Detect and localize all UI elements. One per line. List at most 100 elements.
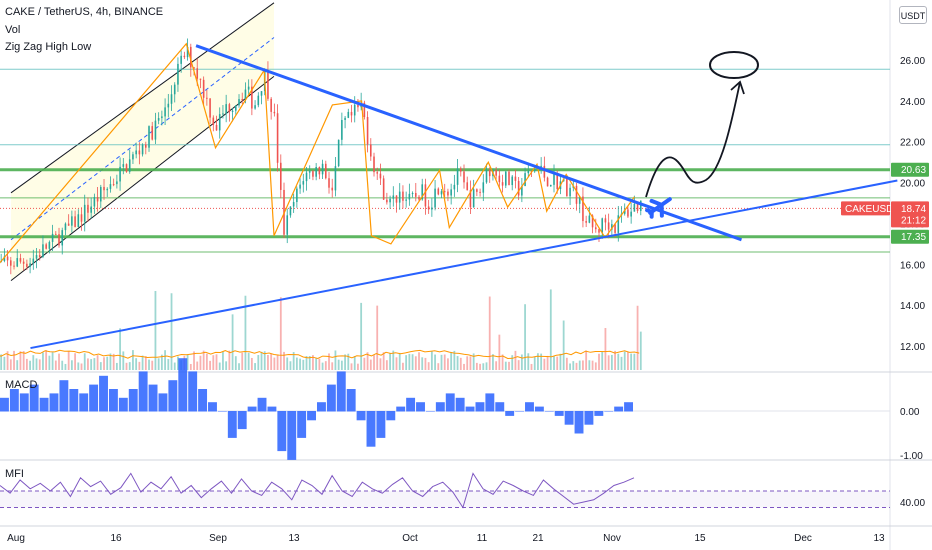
countdown-value: 21:12 — [901, 215, 926, 226]
mfi-label[interactable]: MFI — [5, 468, 24, 480]
candle-body — [392, 195, 395, 199]
volume-bar — [0, 354, 3, 370]
volume-bar — [585, 350, 588, 370]
candle-body — [569, 187, 571, 197]
level-tag-value: 17.35 — [901, 232, 926, 243]
volume-bar — [42, 352, 44, 370]
candle-body — [578, 196, 581, 204]
volume-bar — [601, 351, 604, 370]
volume-bar — [620, 356, 623, 370]
volume-bar — [138, 361, 141, 370]
candle-body — [296, 188, 298, 203]
candle-body — [45, 244, 47, 249]
volume-bar — [395, 357, 398, 370]
candle-body — [405, 199, 407, 201]
candle-body — [151, 126, 154, 140]
macd-bar — [515, 411, 525, 412]
volume-bar — [511, 355, 514, 370]
volume-bar — [38, 359, 41, 370]
price-tick-label: 12.00 — [900, 342, 925, 353]
time-tick-label: 13 — [873, 533, 885, 544]
volume-bar — [382, 352, 385, 370]
candle-body — [476, 189, 478, 192]
volume-bar — [45, 350, 48, 370]
candle-body — [196, 68, 199, 79]
volume-bar — [80, 363, 83, 370]
volume-bar — [305, 356, 308, 370]
candle-body — [199, 78, 202, 80]
candle-body — [128, 159, 131, 172]
time-tick-label: Dec — [794, 533, 812, 544]
volume-bar — [222, 351, 224, 370]
candle-body — [292, 202, 295, 207]
volume-bar — [70, 360, 73, 370]
volume-bar — [270, 353, 273, 370]
time-tick-label: Nov — [603, 533, 621, 544]
volume-bar — [337, 359, 340, 370]
volume-bar — [205, 353, 208, 370]
volume-bar — [231, 314, 234, 370]
macd-tick-label: -1.00 — [900, 451, 923, 462]
macd-tick-label: 0.00 — [900, 407, 920, 418]
candle-body — [183, 55, 186, 58]
candle-body — [402, 191, 404, 201]
macd-bar — [118, 397, 128, 412]
candle-body — [633, 203, 636, 212]
volume-bar — [228, 350, 231, 370]
macd-bar — [217, 411, 227, 412]
volume-bar — [128, 362, 131, 370]
candle-body — [93, 197, 96, 207]
macd-bar — [168, 380, 178, 412]
volume-bar — [9, 359, 12, 370]
candle-body — [286, 215, 289, 235]
macd-bar — [49, 393, 59, 412]
candle-body — [376, 172, 379, 174]
currency-button[interactable]: USDT — [899, 6, 927, 24]
volume-bar — [148, 359, 150, 370]
macd-bar — [198, 389, 208, 412]
candle-body — [51, 233, 54, 242]
candle-body — [601, 218, 604, 233]
macd-label[interactable]: MACD — [5, 379, 38, 391]
indicator-zigzag-label[interactable]: Zig Zag High Low — [5, 41, 92, 53]
macd-bar — [465, 406, 475, 412]
macd-bar — [108, 389, 118, 412]
macd-bar — [247, 406, 257, 412]
macd-bar — [356, 411, 366, 421]
candle-body — [241, 99, 244, 101]
macd-bar — [148, 384, 158, 412]
candle-body — [546, 177, 549, 187]
indicator-vol-label[interactable]: Vol — [5, 24, 21, 36]
volume-bar — [263, 351, 266, 370]
candle-body — [228, 104, 231, 112]
macd-bar — [544, 411, 554, 412]
volume-bar — [495, 361, 498, 370]
candle-body — [302, 181, 305, 185]
candle-body — [96, 197, 99, 202]
volume-bar — [202, 350, 205, 370]
candle-body — [122, 164, 125, 167]
volume-bar — [35, 358, 38, 370]
candle-body — [148, 126, 150, 148]
candle-body — [440, 191, 443, 195]
volume-bar — [276, 354, 279, 370]
airplane-shape — [645, 197, 672, 219]
candle-body — [427, 206, 430, 210]
candle-body — [636, 203, 639, 211]
mfi-band-fill — [0, 491, 890, 508]
volume-bar — [215, 354, 218, 370]
volume-bar — [498, 334, 501, 370]
price-tick-label: 14.00 — [900, 301, 925, 312]
volume-bar — [260, 351, 263, 370]
candle-body — [58, 234, 60, 246]
candle-body — [299, 184, 301, 189]
volume-bar — [504, 361, 507, 370]
candle-body — [639, 200, 642, 211]
channel-fill — [11, 2, 274, 281]
time-tick-label: 21 — [532, 533, 544, 544]
volume-bar — [241, 352, 244, 370]
macd-bar — [406, 397, 416, 412]
macd-bar — [267, 406, 277, 412]
volume-bar — [421, 357, 424, 370]
